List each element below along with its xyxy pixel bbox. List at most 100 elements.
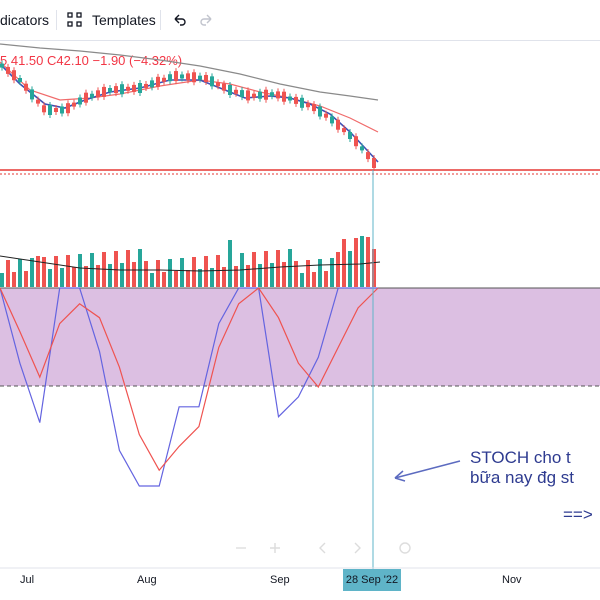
candle (0, 63, 4, 68)
candle (210, 76, 214, 87)
candle (186, 73, 190, 81)
volume-ma-line (0, 255, 381, 272)
volume-bar (282, 262, 286, 287)
candle (192, 72, 196, 83)
candle (6, 66, 10, 74)
price-candles (0, 60, 376, 171)
volume-bar (60, 268, 64, 287)
volume-bar (126, 250, 130, 287)
indicators-button[interactable]: dicators (0, 0, 49, 40)
x-axis-label-jul: Jul (20, 574, 35, 586)
volume-bar (330, 258, 334, 287)
volume-bar (294, 261, 298, 287)
volume-bar (288, 249, 292, 287)
candle (18, 78, 22, 82)
volume-bar (150, 273, 154, 287)
x-axis-label-nov: Nov (502, 574, 522, 586)
candle (144, 83, 148, 88)
candle (96, 90, 100, 98)
volume-bar (324, 271, 328, 287)
volume-bar (318, 259, 322, 287)
volume-bar (12, 272, 16, 287)
annotation-line-1: STOCH cho t (470, 448, 571, 467)
candle (336, 119, 340, 130)
undo-button[interactable] (170, 0, 188, 40)
x-axis-label-aug: Aug (137, 574, 157, 586)
volume-bar (42, 257, 46, 287)
volume-bar (192, 257, 196, 287)
volume-bar (348, 251, 352, 287)
candle (282, 91, 286, 102)
volume-bar (36, 256, 40, 287)
volume-bar (222, 267, 226, 287)
candle (198, 75, 202, 80)
candle (264, 89, 268, 100)
candle (288, 96, 292, 101)
candle (366, 152, 370, 160)
candle (276, 91, 280, 99)
volume-bar (252, 252, 256, 287)
volume-bar (300, 273, 304, 287)
candle (300, 97, 304, 108)
candle (162, 77, 166, 82)
candle (222, 83, 226, 91)
annotation-line-2: bữa nay đg st (470, 468, 575, 487)
volume-bar (372, 249, 376, 287)
candle (42, 105, 46, 113)
candle (174, 71, 178, 82)
candle (66, 103, 70, 114)
volume-bar (96, 265, 100, 287)
volume-bar (246, 265, 250, 287)
annotation-line-3: ==> (563, 505, 593, 524)
candle (138, 83, 142, 93)
volume-bar (270, 263, 274, 287)
toolbar-divider (160, 10, 161, 30)
chart-nav-controls[interactable] (236, 542, 411, 554)
templates-button[interactable]: Templates (66, 0, 156, 40)
candle (372, 158, 376, 168)
volume-bar (210, 268, 214, 287)
volume-bar (360, 236, 364, 287)
candle (240, 90, 244, 98)
candle (360, 146, 364, 151)
undo-icon (174, 14, 186, 26)
volume-bar (24, 271, 28, 287)
stochastic-lines (0, 287, 379, 487)
candle (204, 74, 208, 82)
volume-bar (366, 237, 370, 287)
candle (270, 92, 274, 97)
annotation-arrow (394, 460, 461, 482)
candle (90, 93, 94, 98)
ma-short-line (0, 61, 379, 133)
candle (102, 86, 106, 97)
volume-bar (30, 258, 34, 287)
redo-button[interactable] (198, 0, 216, 40)
volume-bar (198, 269, 202, 287)
candle (78, 97, 82, 105)
volume-bar (66, 255, 70, 287)
candle (180, 74, 184, 79)
candle (234, 89, 238, 94)
volume-bar (276, 250, 280, 287)
candle (150, 80, 154, 88)
volume-bar (156, 260, 160, 287)
volume-bar (174, 271, 178, 287)
volume-bar (72, 267, 76, 287)
candle (312, 104, 316, 112)
candle (12, 70, 16, 81)
volume-bar (258, 264, 262, 287)
volume-bar (354, 238, 358, 287)
candle (54, 108, 58, 112)
indicators-label: dicators (0, 12, 50, 28)
ma-long-line (0, 43, 379, 101)
volume-bar (114, 251, 118, 287)
candle (132, 84, 136, 92)
volume-bar (6, 260, 10, 287)
volume-bar (306, 260, 310, 287)
volume-bar (264, 251, 268, 287)
candle (342, 128, 346, 133)
candle (24, 83, 28, 91)
candle (114, 86, 118, 94)
volume-bar (108, 264, 112, 287)
